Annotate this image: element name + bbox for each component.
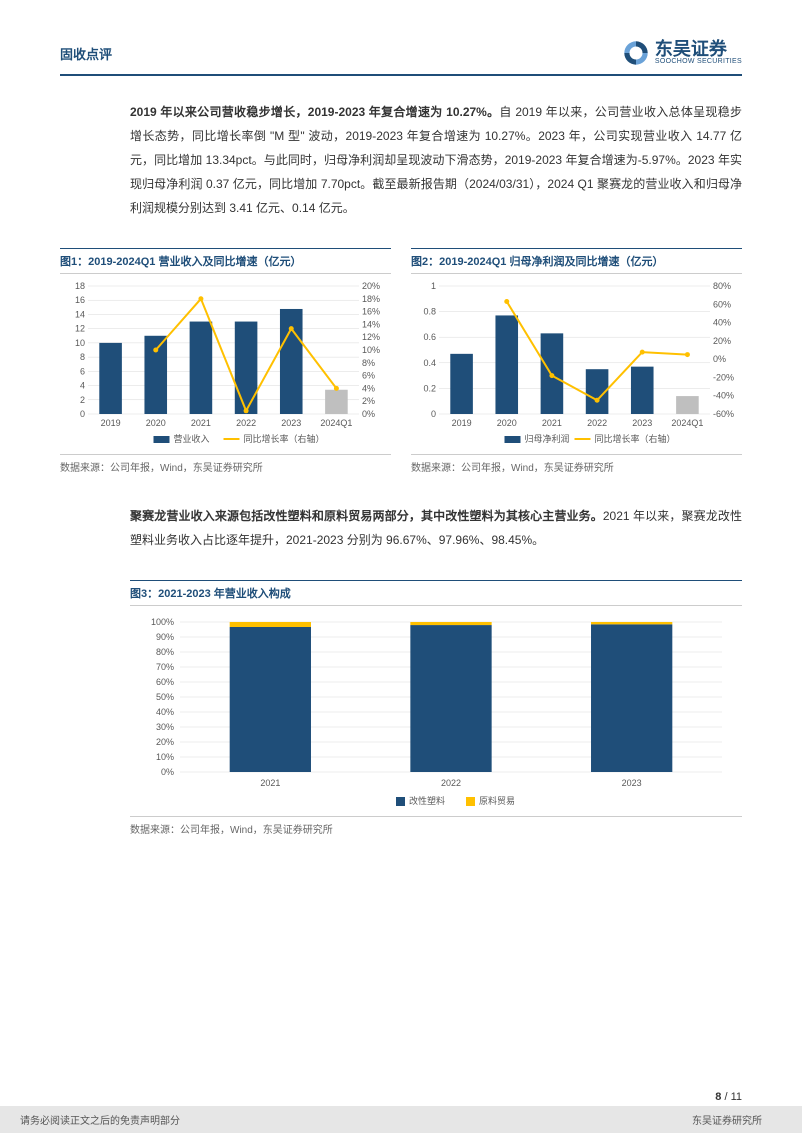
- chart1-canvas: 0 2 4 6 8 10 12 14 16 18 0% 2% 4% 6% 8% 10% 12% 14% 16% 18%…: [60, 280, 391, 450]
- svg-text:14: 14: [75, 310, 85, 320]
- svg-text:100%: 100%: [151, 617, 174, 627]
- brand-text: 东吴证券 SOOCHOW SECURITIES: [655, 40, 742, 66]
- chart2-canvas: 0 0.2 0.4 0.6 0.8 1 -60% -40% -20% 0% 20% 40% 60% 80%…: [411, 280, 742, 450]
- para2-lead: 聚赛龙营业收入来源包括改性塑料和原料贸易两部分，其中改性塑料为其核心主营业务。: [130, 509, 603, 523]
- svg-text:2: 2: [80, 395, 85, 405]
- svg-text:0%: 0%: [362, 409, 375, 419]
- svg-text:10%: 10%: [156, 752, 174, 762]
- svg-text:60%: 60%: [156, 677, 174, 687]
- svg-text:70%: 70%: [156, 662, 174, 672]
- svg-text:2022: 2022: [441, 778, 461, 788]
- footer-disclaimer: 请务必阅读正文之后的免责声明部分: [20, 1112, 180, 1127]
- brand-name-en: SOOCHOW SECURITIES: [655, 58, 742, 66]
- svg-text:30%: 30%: [156, 722, 174, 732]
- svg-text:14%: 14%: [362, 320, 380, 330]
- svg-text:2019: 2019: [452, 418, 472, 428]
- svg-text:2020: 2020: [497, 418, 517, 428]
- page-total: 11: [731, 1091, 742, 1103]
- svg-text:2020: 2020: [146, 418, 166, 428]
- svg-text:改性塑料: 改性塑料: [409, 795, 445, 806]
- svg-text:12: 12: [75, 324, 85, 334]
- svg-text:同比增长率（右轴）: 同比增长率（右轴）: [244, 433, 325, 444]
- svg-text:原料贸易: 原料贸易: [479, 795, 515, 806]
- svg-text:50%: 50%: [156, 692, 174, 702]
- svg-text:2023: 2023: [632, 418, 652, 428]
- svg-text:20%: 20%: [156, 737, 174, 747]
- chart3-canvas: 0% 10% 20% 30% 40% 50% 60% 70% 80% 90% 100% 2021 202…: [130, 612, 742, 812]
- svg-text:2024Q1: 2024Q1: [671, 418, 703, 428]
- chart3-title: 图3：2021-2023 年营业收入构成: [130, 580, 742, 606]
- svg-text:40%: 40%: [156, 707, 174, 717]
- svg-text:8%: 8%: [362, 358, 375, 368]
- svg-text:12%: 12%: [362, 333, 380, 343]
- svg-text:归母净利润: 归母净利润: [525, 433, 570, 444]
- svg-text:4%: 4%: [362, 384, 375, 394]
- svg-text:4: 4: [80, 381, 85, 391]
- svg-text:80%: 80%: [156, 647, 174, 657]
- footer-org: 东吴证券研究所: [692, 1112, 762, 1127]
- paragraph-2: 聚赛龙营业收入来源包括改性塑料和原料贸易两部分，其中改性塑料为其核心主营业务。2…: [130, 504, 742, 552]
- svg-text:80%: 80%: [713, 281, 731, 291]
- paragraph-1: 2019 年以来公司营收稳步增长，2019-2023 年复合增速为 10.27%…: [130, 100, 742, 220]
- svg-text:2024Q1: 2024Q1: [320, 418, 352, 428]
- svg-text:2022: 2022: [587, 418, 607, 428]
- svg-text:营业收入: 营业收入: [174, 433, 210, 444]
- svg-text:8: 8: [80, 353, 85, 363]
- svg-text:2021: 2021: [191, 418, 211, 428]
- chart1-col: 图1：2019-2024Q1 营业收入及同比增速（亿元） 0 2 4 6 8 10 12 14…: [60, 248, 391, 474]
- svg-text:0.2: 0.2: [423, 384, 436, 394]
- svg-text:2021: 2021: [542, 418, 562, 428]
- para1-body: 自 2019 年以来，公司营业收入总体呈现稳步增长态势，同比增长率倒 "M 型"…: [130, 105, 742, 215]
- svg-text:10: 10: [75, 338, 85, 348]
- svg-text:10%: 10%: [362, 345, 380, 355]
- report-category: 固收点评: [60, 44, 112, 63]
- svg-text:20%: 20%: [362, 281, 380, 291]
- svg-text:-20%: -20%: [713, 373, 734, 383]
- svg-text:2021: 2021: [260, 778, 280, 788]
- para1-lead: 2019 年以来公司营收稳步增长，2019-2023 年复合增速为 10.27%…: [130, 105, 499, 119]
- svg-text:0.4: 0.4: [423, 358, 436, 368]
- page-footer: 请务必阅读正文之后的免责声明部分 东吴证券研究所: [0, 1106, 802, 1133]
- svg-text:0: 0: [80, 409, 85, 419]
- svg-text:16: 16: [75, 296, 85, 306]
- svg-text:2023: 2023: [281, 418, 301, 428]
- svg-text:20%: 20%: [713, 336, 731, 346]
- charts-row-1: 图1：2019-2024Q1 营业收入及同比增速（亿元） 02468101214…: [60, 248, 742, 474]
- svg-text:2%: 2%: [362, 397, 375, 407]
- svg-text:0%: 0%: [161, 767, 174, 777]
- svg-text:-40%: -40%: [713, 391, 734, 401]
- svg-text:16%: 16%: [362, 307, 380, 317]
- chart1-source: 数据来源：公司年报，Wind，东吴证券研究所: [60, 454, 391, 474]
- svg-text:18%: 18%: [362, 294, 380, 304]
- svg-text:2019: 2019: [101, 418, 121, 428]
- page-header: 固收点评 东吴证券 SOOCHOW SECURITIES: [60, 40, 742, 76]
- svg-text:40%: 40%: [713, 318, 731, 328]
- svg-text:6%: 6%: [362, 371, 375, 381]
- svg-text:0%: 0%: [713, 355, 726, 365]
- svg-text:18: 18: [75, 281, 85, 291]
- chart2-title: 图2：2019-2024Q1 归母净利润及同比增速（亿元）: [411, 248, 742, 274]
- svg-text:0: 0: [431, 409, 436, 419]
- svg-text:0.6: 0.6: [423, 333, 436, 343]
- svg-text:2022: 2022: [236, 418, 256, 428]
- chart2-source: 数据来源：公司年报，Wind，东吴证券研究所: [411, 454, 742, 474]
- brand-logo: 东吴证券 SOOCHOW SECURITIES: [623, 40, 742, 66]
- svg-text:0.8: 0.8: [423, 307, 436, 317]
- svg-text:同比增长率（右轴）: 同比增长率（右轴）: [595, 433, 676, 444]
- chart3-source: 数据来源：公司年报，Wind，东吴证券研究所: [130, 816, 742, 836]
- brand-name-cn: 东吴证券: [655, 40, 742, 58]
- svg-text:60%: 60%: [713, 300, 731, 310]
- svg-text:-60%: -60%: [713, 409, 734, 419]
- svg-text:90%: 90%: [156, 632, 174, 642]
- chart2-col: 图2：2019-2024Q1 归母净利润及同比增速（亿元） 0 0.2 0.4 0.6…: [411, 248, 742, 474]
- svg-text:2023: 2023: [622, 778, 642, 788]
- chart3-wrap: 图3：2021-2023 年营业收入构成 0% 10% 20% 30% 40% 50% 60…: [130, 580, 742, 836]
- page-sep: /: [721, 1091, 730, 1103]
- soochow-logo-icon: [623, 40, 649, 66]
- svg-text:6: 6: [80, 367, 85, 377]
- page-number: 8 / 11: [715, 1091, 742, 1103]
- svg-text:1: 1: [431, 281, 436, 291]
- chart1-title: 图1：2019-2024Q1 营业收入及同比增速（亿元）: [60, 248, 391, 274]
